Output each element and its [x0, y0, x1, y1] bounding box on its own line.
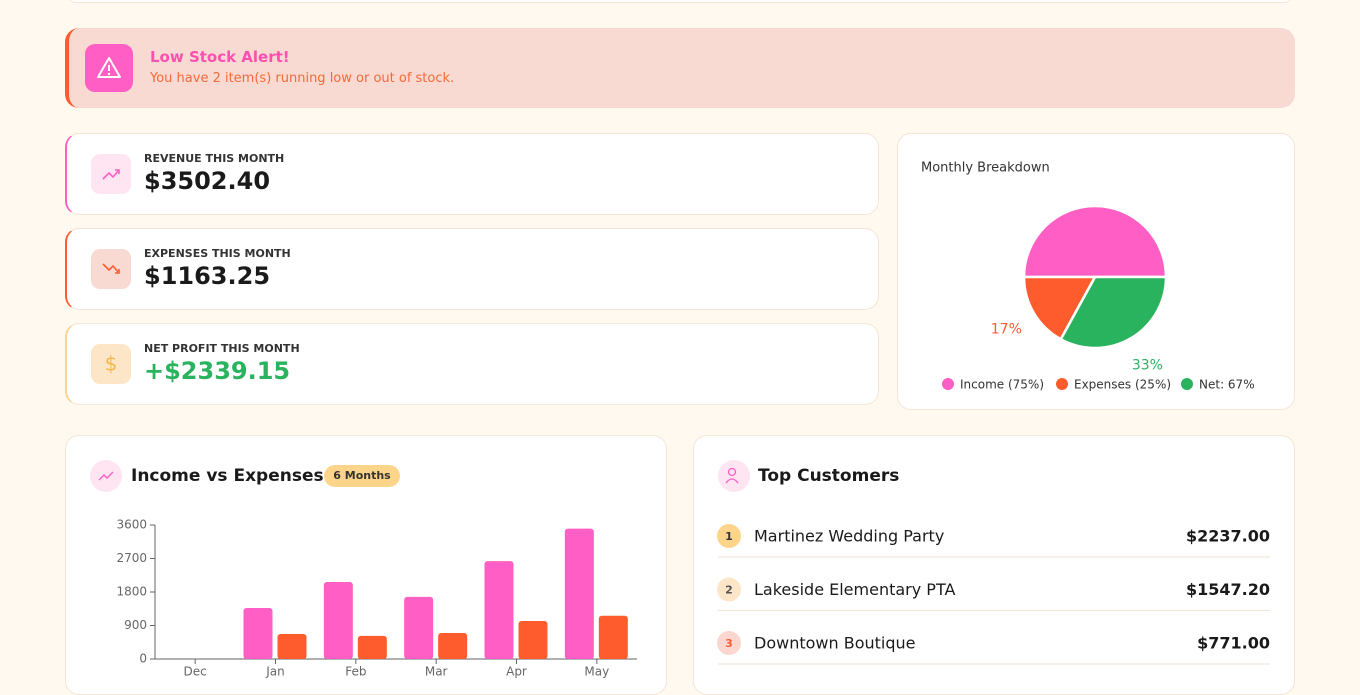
stat-icon: $ [91, 344, 131, 384]
stat-card: EXPENSES THIS MONTH $1163.25 [65, 228, 879, 310]
bar [277, 634, 307, 659]
stat-label: REVENUE THIS MONTH [144, 152, 285, 165]
x-tick-label: Feb [345, 665, 366, 679]
alert: Low Stock Alert! You have 2 item(s) runn… [65, 28, 1295, 108]
chart-icon [90, 460, 122, 492]
pie-label: 33% [1132, 358, 1163, 374]
customer-name: Downtown Boutique [754, 634, 915, 653]
stat-card: REVENUE THIS MONTH $3502.40 [65, 133, 879, 215]
customers-glyph [725, 478, 739, 484]
y-tick-label: 2700 [116, 551, 147, 565]
y-tick-label: 900 [124, 618, 147, 632]
legend-swatch [942, 378, 954, 390]
rank-badge [717, 524, 741, 548]
stat-icon [91, 249, 131, 289]
badge-text: 6 Months [333, 469, 391, 482]
pie-label: 17% [991, 321, 1022, 337]
bar [323, 581, 353, 659]
alert-title: Low Stock Alert! [150, 48, 290, 66]
rank: 2 [725, 584, 733, 597]
customer-amount: $2237.00 [1186, 527, 1270, 546]
y-tick-label: 0 [139, 652, 147, 666]
stat-label: EXPENSES THIS MONTH [144, 247, 291, 260]
rank: 3 [725, 637, 733, 650]
alert-message: You have 2 item(s) running low or out of… [150, 71, 455, 86]
rank: 1 [725, 530, 733, 543]
bar [518, 621, 548, 659]
stat-label: NET PROFIT THIS MONTH [144, 342, 300, 355]
rank-badge [717, 577, 741, 602]
y-tick-label: 3600 [116, 518, 147, 532]
x-tick-label: May [584, 665, 609, 679]
bar [243, 608, 273, 659]
customer-name: Martinez Wedding Party [754, 527, 944, 546]
bar-title: Income vs Expenses [131, 466, 324, 486]
chart-icon-glyph [98, 471, 114, 481]
bar [564, 528, 594, 659]
pie-slice [1022, 204, 1168, 279]
page: Low Stock Alert! You have 2 item(s) runn… [65, 0, 1295, 695]
x-tick-label: Apr [506, 665, 527, 679]
customer-amount: $1547.20 [1186, 580, 1270, 599]
alert-icon [85, 44, 133, 92]
x-tick-label: Jan [265, 665, 285, 679]
legend-label: Income (75%) [960, 378, 1044, 392]
bar [438, 632, 468, 659]
pie-slice [1022, 275, 1098, 341]
x-tick-label: Mar [425, 665, 448, 679]
customers-card [693, 435, 1295, 695]
stat-icon [91, 154, 131, 194]
legend-label: Expenses (25%) [1074, 378, 1171, 392]
y-tick-label: 1800 [116, 585, 147, 599]
customer-amount: $771.00 [1197, 634, 1270, 653]
breakdown-card [897, 133, 1295, 410]
stat-card: $ NET PROFIT THIS MONTH +$2339.15 [65, 323, 879, 405]
charts: Monthly Breakdown Income vs Expenses 6 M… [90, 161, 1270, 679]
bar [598, 615, 628, 659]
customers-glyph [727, 467, 737, 477]
svg-text:$: $ [105, 352, 118, 376]
customers-icon [718, 460, 750, 492]
customer-name: Lakeside Elementary PTA [754, 580, 955, 599]
badge [324, 465, 400, 487]
legend-swatch [1181, 378, 1193, 390]
pie-title: Monthly Breakdown [921, 161, 1050, 176]
bar [404, 596, 434, 659]
legend-swatch [1056, 378, 1068, 390]
stat-value: +$2339.15 [144, 357, 291, 385]
stat-value: $1163.25 [144, 262, 271, 290]
legend-label: Net: 67% [1199, 378, 1255, 392]
pie-slice [1059, 275, 1168, 350]
bar [357, 635, 387, 659]
bar [484, 561, 514, 659]
warning-glyph [97, 57, 121, 78]
customers-title: Top Customers [758, 466, 899, 486]
stat-value: $3502.40 [144, 167, 271, 195]
rank-badge [717, 631, 741, 655]
x-tick-label: Dec [184, 665, 207, 679]
